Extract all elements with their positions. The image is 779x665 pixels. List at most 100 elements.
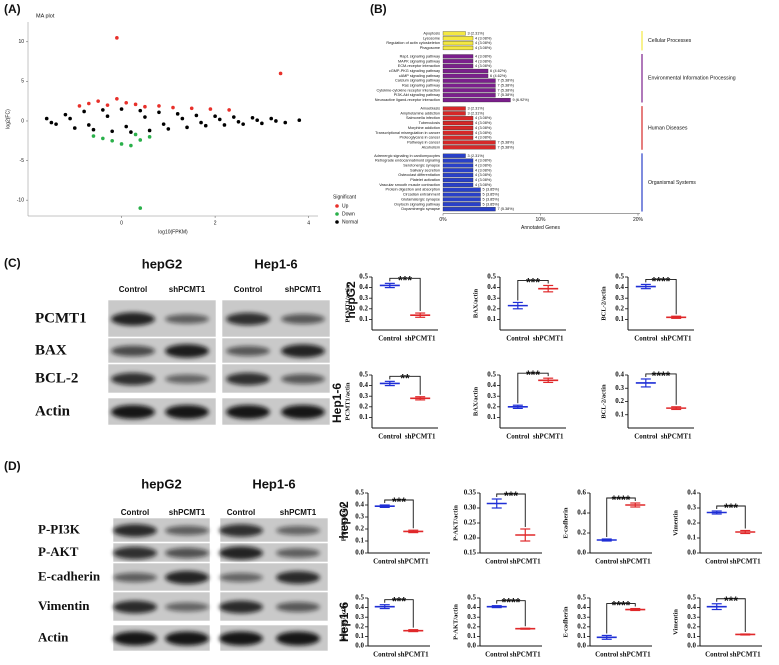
- blot-row-label: Actin: [38, 629, 69, 644]
- value-label: 4 (3.08%): [475, 121, 492, 125]
- point: [157, 110, 161, 115]
- y-tick-label: 0.2: [577, 622, 586, 630]
- significance: ***: [398, 273, 412, 287]
- point: [129, 143, 133, 148]
- point: [185, 125, 189, 130]
- category-label: Retrograde endocannabinoid signaling: [375, 159, 440, 163]
- value-label: 3 (2.31%): [468, 111, 485, 115]
- x-tick-label: shPCMT1: [398, 558, 429, 566]
- value-label: 3 (2.31%): [468, 31, 485, 35]
- y-tick-label: 0.1: [577, 632, 586, 640]
- y-tick-label: 0.2: [615, 397, 624, 405]
- y-tick-label: 0.3: [355, 613, 364, 621]
- y-tick-label: 0.5: [359, 273, 368, 281]
- point: [143, 115, 147, 119]
- y-tick-label: 0.4: [355, 603, 364, 611]
- point: [133, 102, 138, 107]
- y-tick-label: 0.3: [615, 294, 624, 302]
- x-tick-label: shPCMT1: [533, 433, 564, 441]
- panel-label: (A): [4, 2, 21, 16]
- value-label: 4 (3.08%): [475, 183, 492, 187]
- blot-band: [165, 631, 209, 646]
- bar: [442, 168, 474, 173]
- y-tick-label: 0.2: [687, 622, 696, 630]
- bar: [442, 207, 496, 212]
- y-tick-label: 0.1: [615, 315, 624, 323]
- y-tick-label: 10: [18, 39, 24, 45]
- blot-band: [276, 571, 320, 584]
- y-tick-label: 0.3: [487, 294, 496, 302]
- category-label: Circadian entrainment: [403, 193, 441, 197]
- value-label: 6 (4.62%): [490, 69, 507, 73]
- x-tick-label: shPCMT1: [510, 651, 541, 659]
- blot-band: [165, 314, 209, 324]
- lane-label: shPCMT1: [169, 508, 206, 517]
- value-label: 4 (3.08%): [475, 59, 492, 63]
- significance-bracket: [389, 375, 421, 395]
- category-label: Lysosome: [423, 36, 440, 40]
- panel-label: (B): [370, 2, 387, 16]
- panel-label: (C): [4, 256, 21, 270]
- bar: [442, 192, 481, 197]
- blot-column-title: hepG2: [142, 256, 182, 271]
- point: [213, 114, 217, 119]
- point: [232, 115, 236, 119]
- point: [87, 123, 91, 127]
- point: [63, 112, 68, 117]
- value-label: 4 (3.08%): [475, 131, 492, 135]
- y-axis-label: Vimentin: [672, 609, 679, 635]
- y-tick-label: 0.1: [487, 413, 496, 421]
- group-label: Organismal Systems: [648, 180, 696, 186]
- point: [297, 118, 302, 122]
- blot-band: [219, 631, 263, 646]
- blot-band: [113, 572, 157, 583]
- x-tick-label: Control: [373, 651, 396, 659]
- point: [166, 127, 171, 131]
- legend-swatch: [335, 212, 339, 216]
- point: [49, 120, 54, 125]
- value-label: 5 (3.85%): [483, 193, 500, 197]
- blot-band: [226, 312, 270, 326]
- blot-row-label: Vimentin: [38, 598, 90, 613]
- blot-row-label: P-AKT: [38, 544, 79, 559]
- significance: ***: [392, 495, 406, 509]
- value-label: 4 (3.08%): [475, 126, 492, 130]
- blot-band: [165, 525, 209, 536]
- point: [91, 127, 96, 132]
- bar: [442, 54, 474, 59]
- lane-label: Control: [119, 285, 147, 294]
- y-axis-label: BCL-2/actin: [600, 384, 607, 419]
- x-tick-label: 0: [120, 220, 123, 226]
- blot-band: [165, 374, 209, 384]
- point: [236, 119, 241, 124]
- significance: ****: [612, 599, 631, 613]
- bar: [442, 202, 481, 207]
- y-tick-label: 0.0: [467, 642, 476, 650]
- category-label: Protein digestion and absorption: [386, 188, 440, 192]
- point: [91, 134, 96, 138]
- value-label: 7 (5.38%): [497, 93, 514, 97]
- plot-row-label: Hep1-6: [337, 602, 351, 642]
- x-axis-label: Annotated Genes: [521, 225, 560, 231]
- y-tick-label: 0.1: [355, 537, 364, 545]
- blot-band: [113, 546, 157, 560]
- category-label: Calcium signaling pathway: [395, 79, 440, 83]
- x-tick-label: shPCMT1: [730, 651, 761, 659]
- x-tick-label: shPCMT1: [510, 558, 541, 566]
- y-tick-label: 0: [21, 118, 24, 124]
- point: [147, 135, 152, 139]
- x-tick-label: 4: [307, 220, 310, 226]
- bar: [442, 45, 474, 51]
- legend-label: Normal: [342, 219, 358, 225]
- y-tick-label: 0.0: [687, 549, 696, 557]
- x-tick-label: Control: [705, 558, 728, 566]
- y-tick-label: -10: [17, 197, 24, 203]
- lane-label: shPCMT1: [280, 508, 317, 517]
- point: [157, 104, 161, 108]
- value-label: 7 (5.38%): [497, 84, 514, 88]
- x-tick-label: Control: [378, 335, 401, 343]
- bar: [442, 106, 466, 111]
- category-label: Salivary secretion: [410, 168, 440, 172]
- y-tick-label: 0.5: [615, 273, 624, 281]
- category-label: Regulation of actin cytoskeleton: [386, 41, 440, 45]
